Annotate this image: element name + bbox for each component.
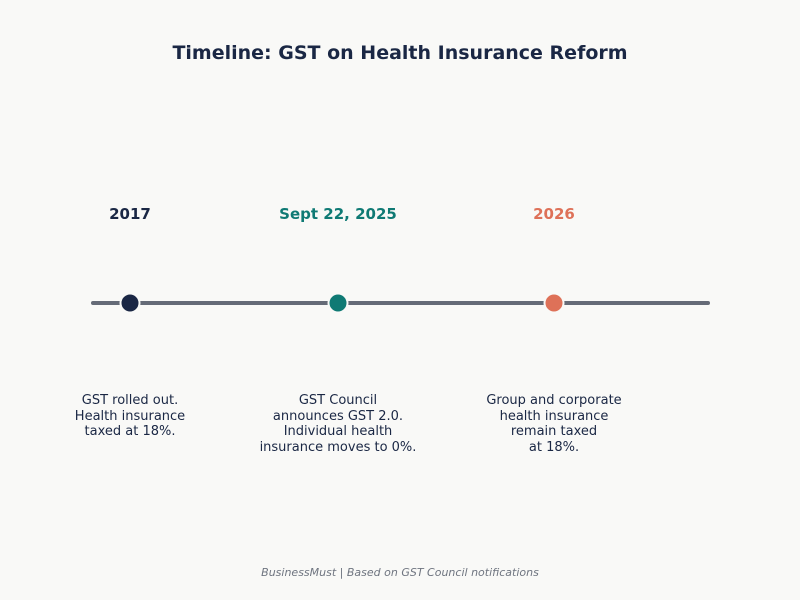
description-line: announces GST 2.0. (272, 408, 404, 424)
event-marker-2017 (119, 292, 141, 314)
event-date-sept-2025: Sept 22, 2025 (279, 205, 397, 223)
event-description-2026: Group and corporate health insurance rem… (444, 393, 664, 455)
description-line: GST rolled out. (81, 393, 179, 408)
description-line: insurance moves to 0%. (259, 439, 417, 455)
event-date-2017: 2017 (109, 205, 151, 223)
event-description-2017: GST rolled out. Health insurance taxed a… (20, 393, 240, 440)
event-description-sept-2025: GST Council announces GST 2.0. Individua… (228, 393, 448, 455)
description-line: Group and corporate (486, 393, 622, 408)
description-line: health insurance (499, 408, 609, 424)
description-line: remain taxed (510, 424, 598, 439)
description-line: Individual health (283, 424, 393, 439)
description-line: GST Council (298, 393, 378, 408)
source-note: BusinessMust | Based on GST Council noti… (261, 566, 539, 579)
description-line: at 18%. (528, 439, 580, 455)
event-date-2026: 2026 (533, 205, 575, 223)
timeline-line (91, 301, 710, 305)
description-line: taxed at 18%. (84, 424, 176, 439)
page-title: Timeline: GST on Health Insurance Reform (172, 42, 628, 64)
event-marker-2026 (543, 292, 565, 314)
description-line: Health insurance (74, 408, 186, 424)
event-marker-sept-2025 (327, 292, 349, 314)
